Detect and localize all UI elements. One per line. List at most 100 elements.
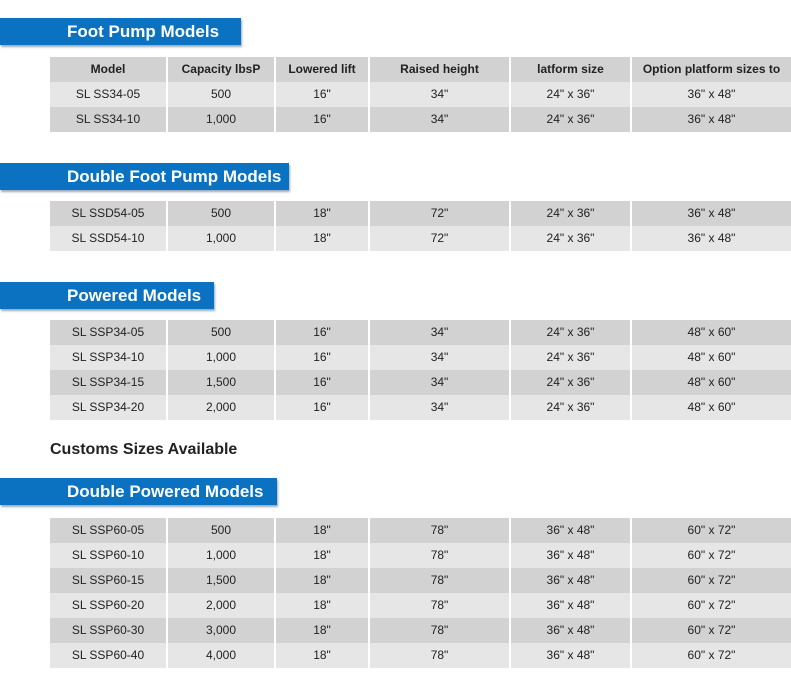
table-cell: 36" x 48": [511, 518, 632, 543]
table-cell: 36" x 48": [511, 543, 632, 568]
table-cell: 72": [370, 226, 511, 251]
table-cell: SL SSP60-40: [50, 643, 168, 668]
table-cell: 2,000: [168, 593, 276, 618]
table-cell: 36" x 48": [511, 568, 632, 593]
table-cell: 34": [370, 320, 511, 345]
table-row: SL SSP60-40 4,000 18" 78" 36" x 48" 60" x 72": [50, 643, 791, 668]
table-row: SL SSD54-10 1,000 18" 72" 24" x 36" 36" x 48": [50, 226, 791, 251]
table-row: SL SSP34-05 500 16" 34" 24" x 36" 48" x 60": [50, 320, 791, 345]
table-row: SL SS34-10 1,000 16" 34" 24" x 36" 36" x 48": [50, 107, 791, 132]
table-cell: 78": [370, 643, 511, 668]
section-title-double-powered: Double Powered Models: [0, 478, 277, 505]
table-cell: 48" x 60": [687, 325, 736, 339]
table-row: SL SS34-05 500 16" 34" 24" x 36" 36" x 48": [50, 82, 791, 107]
table-cell: 48" x 60": [687, 400, 736, 414]
table-cell: 18": [276, 226, 370, 251]
table-cell: 500: [168, 320, 276, 345]
table-cell: 24" x 36": [511, 201, 632, 226]
column-header: latform size: [511, 57, 632, 82]
column-header: Raised height: [370, 57, 511, 82]
table-cell: 16": [276, 395, 370, 420]
table-cell: 1,500: [168, 568, 276, 593]
table-cell: 24" x 36": [511, 345, 632, 370]
table-cell: 500: [168, 518, 276, 543]
table-cell: SL SSP34-15: [50, 370, 168, 395]
table-cell: 78": [370, 543, 511, 568]
table-cell: SL SSP60-15: [50, 568, 168, 593]
table-cell: 36" x 48": [511, 618, 632, 643]
table-row: SL SSP60-10 1,000 18" 78" 36" x 48" 60" x 72": [50, 543, 791, 568]
table-cell: 34": [370, 107, 511, 132]
table-cell: 1,500: [168, 370, 276, 395]
table-cell: SL SSP34-10: [50, 345, 168, 370]
table-cell: SL SS34-05: [50, 82, 168, 107]
table-row: SL SSP60-20 2,000 18" 78" 36" x 48" 60" x 72": [50, 593, 791, 618]
table-cell: 60" x 72": [687, 623, 736, 637]
table-cell: 16": [276, 320, 370, 345]
table-cell: 1,000: [168, 226, 276, 251]
table-cell: 18": [276, 593, 370, 618]
table-cell: 24" x 36": [511, 107, 632, 132]
table-cell: SL SSP60-30: [50, 618, 168, 643]
table-cell: 24" x 36": [511, 320, 632, 345]
table-row: SL SSD54-05 500 18" 72" 24" x 36" 36" x 48": [50, 201, 791, 226]
table-cell: 500: [168, 201, 276, 226]
table-cell: 34": [370, 345, 511, 370]
table-cell: 1,000: [168, 107, 276, 132]
section-title-double-foot-pump: Double Foot Pump Models: [0, 163, 289, 190]
table-cell: 60" x 72": [687, 548, 736, 562]
section-title-foot-pump: Foot Pump Models: [0, 18, 241, 45]
table-cell: 60" x 72": [687, 573, 736, 587]
table-cell: 60" x 72": [687, 648, 736, 662]
table-cell: SL SSD54-10: [50, 226, 168, 251]
table-cell: 24" x 36": [511, 82, 632, 107]
table-cell: 18": [276, 543, 370, 568]
table-cell: 60" x 72": [687, 523, 736, 537]
table-cell: 24" x 36": [511, 370, 632, 395]
table-cell: 1,000: [168, 345, 276, 370]
double-foot-pump-table: SL SSD54-05 500 18" 72" 24" x 36" 36" x 48" SL…: [50, 201, 791, 251]
table-cell: 48" x 60": [687, 375, 736, 389]
table-row: SL SSP34-15 1,500 16" 34" 24" x 36" 48" x 60": [50, 370, 791, 395]
foot-pump-table: Model Capacity lbsP Lowered lift Raised hei…: [50, 57, 791, 132]
column-header: Lowered lift: [276, 57, 370, 82]
table-cell: SL SSP60-05: [50, 518, 168, 543]
table-cell: 500: [168, 82, 276, 107]
table-cell: 16": [276, 370, 370, 395]
table-cell: 36" x 48": [687, 87, 736, 101]
column-header: Model: [50, 57, 168, 82]
table-row: SL SSP34-20 2,000 16" 34" 24" x 36" 48" x 60": [50, 395, 791, 420]
table-cell: SL SSP34-20: [50, 395, 168, 420]
table-cell: 36" x 48": [511, 643, 632, 668]
table-cell: SL SSD54-05: [50, 201, 168, 226]
table-cell: 18": [276, 518, 370, 543]
table-cell: 18": [276, 568, 370, 593]
table-cell: SL SSP60-20: [50, 593, 168, 618]
table-cell: 34": [370, 82, 511, 107]
table-cell: 4,000: [168, 643, 276, 668]
table-cell: 48" x 60": [687, 350, 736, 364]
table-cell: 18": [276, 618, 370, 643]
custom-sizes-note: Customs Sizes Available: [50, 441, 238, 458]
table-cell: 18": [276, 201, 370, 226]
column-header: Capacity lbsP: [168, 57, 276, 82]
table-cell: 3,000: [168, 618, 276, 643]
table-cell: 78": [370, 518, 511, 543]
table-cell: SL SSP34-05: [50, 320, 168, 345]
table-cell: 78": [370, 618, 511, 643]
table-cell: 36" x 48": [687, 112, 736, 126]
table-cell: 36" x 48": [687, 231, 736, 245]
column-header: Option platform sizes to: [642, 62, 781, 76]
table-cell: SL SS34-10: [50, 107, 168, 132]
powered-table: SL SSP34-05 500 16" 34" 24" x 36" 48" x 60" SL…: [50, 320, 791, 420]
table-row: SL SSP34-10 1,000 16" 34" 24" x 36" 48" x 60": [50, 345, 791, 370]
table-cell: 34": [370, 395, 511, 420]
table-cell: 78": [370, 568, 511, 593]
table-cell: SL SSP60-10: [50, 543, 168, 568]
table-row: SL SSP60-30 3,000 18" 78" 36" x 48" 60" x 72": [50, 618, 791, 643]
table-cell: 18": [276, 643, 370, 668]
table-cell: 1,000: [168, 543, 276, 568]
table-cell: 24" x 36": [511, 395, 632, 420]
table-cell: 36" x 48": [511, 593, 632, 618]
table-cell: 60" x 72": [687, 598, 736, 612]
